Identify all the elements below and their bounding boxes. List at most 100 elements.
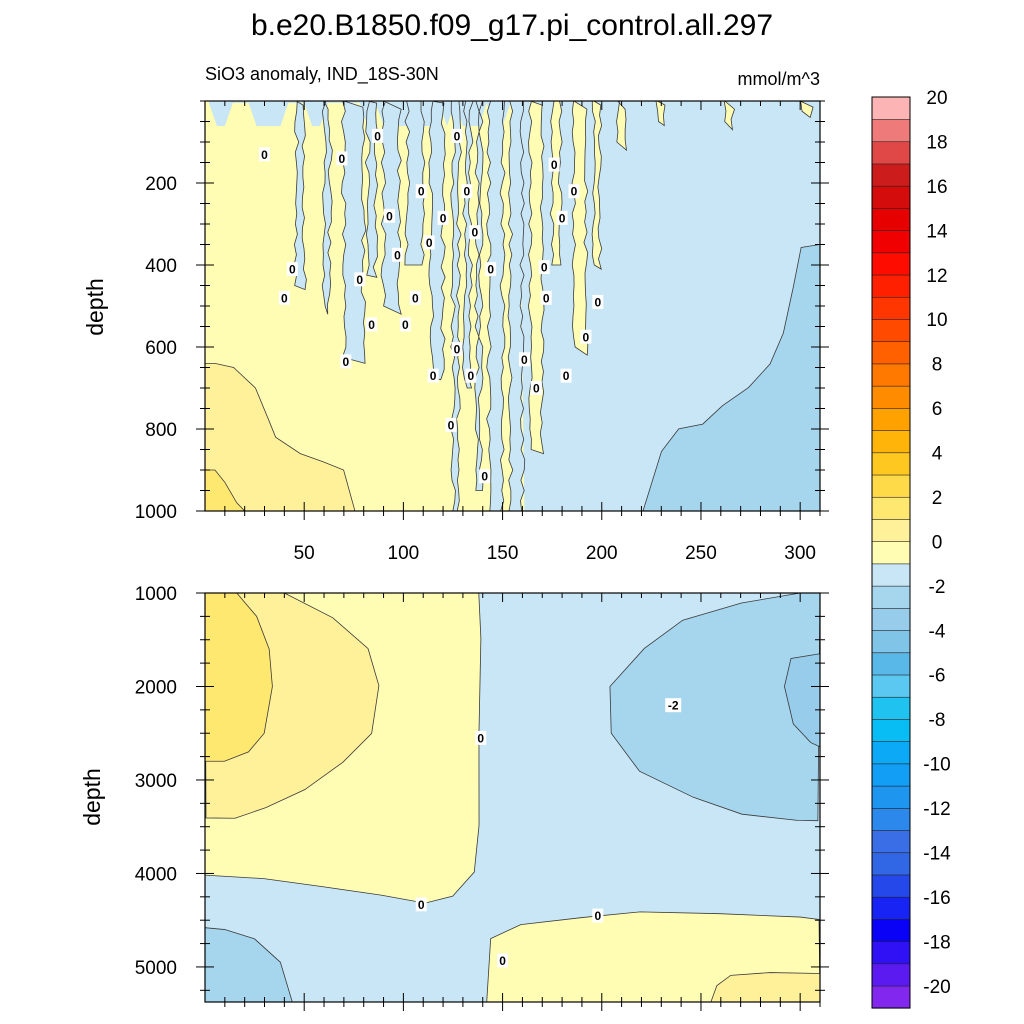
colorbar-swatch <box>871 185 911 209</box>
contour-label: 0 <box>540 290 552 305</box>
y-tick-label: 600 <box>145 338 177 359</box>
colorbar-tick-label: -8 <box>929 710 946 731</box>
colorbar-swatch <box>871 785 911 809</box>
contour-label: 0 <box>538 260 550 275</box>
svg-text:0: 0 <box>594 295 601 309</box>
contour-label: 0 <box>451 342 463 357</box>
svg-text:0: 0 <box>454 129 461 143</box>
svg-text:0: 0 <box>477 731 484 745</box>
contour-label: 0 <box>548 157 560 172</box>
contour-label: 0 <box>580 329 592 344</box>
colorbar-swatch <box>871 852 911 876</box>
colorbar-swatch <box>871 985 911 1009</box>
y-tick-label: 5000 <box>135 958 177 979</box>
colorbar-swatch <box>871 163 911 187</box>
colorbar-swatch <box>871 807 911 831</box>
colorbar-tick-label: 12 <box>926 266 947 287</box>
contour-label: 0 <box>469 225 481 240</box>
svg-text:0: 0 <box>418 185 425 199</box>
contour-label: 0 <box>485 262 497 277</box>
x-tick-label: 250 <box>685 543 717 564</box>
svg-text:0: 0 <box>402 318 409 332</box>
svg-text:0: 0 <box>356 273 363 287</box>
colorbar-swatch <box>871 296 911 320</box>
colorbar-tick-label: 2 <box>932 488 943 509</box>
colorbar-tick-label: 14 <box>926 221 948 242</box>
contour-label: 0 <box>479 469 491 484</box>
contour-label: 0 <box>391 247 403 262</box>
colorbar-tick-label: 20 <box>926 88 947 109</box>
colorbar-tick-label: -4 <box>929 621 946 642</box>
colorbar-tick-label: 8 <box>932 355 943 376</box>
plot-frame <box>204 592 821 1003</box>
contour-label: 0 <box>366 317 378 332</box>
svg-text:0: 0 <box>339 152 346 166</box>
contour-label: -2 <box>665 698 682 713</box>
contour-label: 0 <box>423 235 435 250</box>
colorbar-swatch <box>871 385 911 409</box>
contour-label: 0 <box>465 368 477 383</box>
contour-label: 0 <box>340 354 352 369</box>
colorbar-swatch <box>871 252 911 276</box>
contour-label: 0 <box>372 128 384 143</box>
colorbar-swatch <box>871 429 911 454</box>
x-tick-label: 300 <box>784 543 816 564</box>
svg-text:0: 0 <box>521 353 528 367</box>
contour-label: 0 <box>354 272 366 287</box>
colorbar-swatch <box>871 674 911 698</box>
colorbar-swatch <box>871 718 911 742</box>
contour-label: 0 <box>568 184 580 199</box>
colorbar-swatch <box>871 407 911 431</box>
colorbar-swatch <box>871 518 911 542</box>
colorbar-tick-label: -10 <box>923 755 950 776</box>
colorbar-swatch <box>871 141 911 165</box>
colorbar-swatch <box>871 452 911 476</box>
colorbar-swatch <box>871 541 911 565</box>
y-tick-label: 1000 <box>135 584 177 605</box>
colorbar-swatch <box>871 829 911 854</box>
colorbar-tick-label: -14 <box>923 843 951 864</box>
svg-text:0: 0 <box>281 291 288 305</box>
colorbar-swatch <box>871 118 911 143</box>
colorbar-swatch <box>871 763 911 787</box>
svg-text:0: 0 <box>559 211 566 225</box>
contour-label: 0 <box>286 262 298 277</box>
y-tick-label: 4000 <box>135 864 177 885</box>
svg-text:0: 0 <box>563 369 570 383</box>
contour-label: 0 <box>415 184 427 199</box>
svg-text:0: 0 <box>464 185 471 199</box>
svg-text:0: 0 <box>467 369 474 383</box>
colorbar-tick-label: 6 <box>932 399 943 420</box>
svg-text:0: 0 <box>499 954 506 968</box>
contour-label: 0 <box>278 290 290 305</box>
svg-text:0: 0 <box>418 898 425 912</box>
svg-text:0: 0 <box>448 418 455 432</box>
colorbar-tick-label: -16 <box>923 888 950 909</box>
colorbar-swatch <box>871 629 911 654</box>
contour-label: 0 <box>518 352 530 367</box>
colorbar-swatch <box>871 696 911 720</box>
colorbar-swatch <box>871 96 911 120</box>
contour-label: 0 <box>336 151 348 166</box>
colorbar-swatch <box>871 585 911 609</box>
svg-text:0: 0 <box>594 909 601 923</box>
colorbar-swatch <box>871 918 911 942</box>
contour-label: 0 <box>259 147 271 162</box>
colorbar-swatch <box>871 563 911 587</box>
svg-text:0: 0 <box>454 343 461 357</box>
upper-y-axis-label: depth <box>82 278 108 336</box>
lower-y-axis-label: depth <box>79 768 105 826</box>
lower-panel: -2 0 0 0 0 1000 2000 3000 4000 5000 <box>135 584 829 1011</box>
colorbar-swatch <box>871 230 911 254</box>
colorbar-swatch <box>871 318 911 343</box>
colorbar-tick-label: 10 <box>926 310 947 331</box>
colorbar-swatch <box>871 363 911 387</box>
svg-text:0: 0 <box>343 355 350 369</box>
contour-label: 0 <box>427 368 439 383</box>
units-label: mmol/m^3 <box>738 69 820 89</box>
svg-text:0: 0 <box>541 261 548 275</box>
chart-title: b.e20.B1850.f09_g17.pi_control.all.297 <box>251 9 773 42</box>
svg-text:0: 0 <box>412 291 419 305</box>
svg-text:0: 0 <box>583 330 590 344</box>
